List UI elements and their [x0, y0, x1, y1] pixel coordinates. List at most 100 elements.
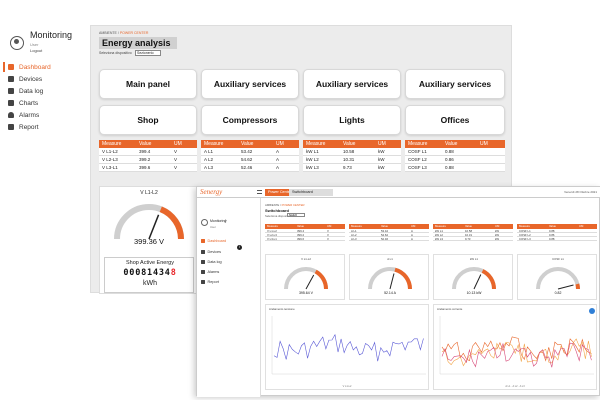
- header-value: Value: [241, 141, 254, 147]
- header-value: Value: [139, 141, 152, 147]
- cell-value: 54.62: [241, 157, 253, 162]
- cell-um: kW: [495, 232, 500, 237]
- action-button[interactable]: [589, 308, 595, 314]
- logout-link[interactable]: Logout: [30, 48, 43, 53]
- sidebar-item-alarms[interactable]: Alarms: [8, 110, 39, 120]
- breadcrumb-home[interactable]: AMBIENTE: [99, 31, 117, 35]
- cell-measure: A L1: [204, 149, 214, 154]
- date-label: Venerdì 28 Ottobre 2021: [564, 190, 597, 194]
- sidebar-item-label: Data log: [207, 260, 222, 264]
- cell-value: 53.42: [381, 228, 388, 233]
- gauge-card: V L1-L2 395.64 V: [265, 254, 345, 300]
- tile-auxiliary-services[interactable]: Auxiliary services: [405, 69, 505, 99]
- tile-auxiliary-services[interactable]: Auxiliary services: [303, 69, 401, 99]
- page-title: Energy analysis: [99, 37, 177, 49]
- tile-offices[interactable]: Offices: [405, 105, 505, 135]
- table-row: kW L1 10.58 kW: [303, 148, 401, 156]
- gauge-value: 52.14 A: [384, 291, 396, 295]
- app-title: Monitoring: [210, 219, 227, 223]
- header-um: UM: [480, 141, 488, 147]
- header-value: Value: [549, 224, 556, 229]
- measure-table-current: Measure Value UM A L1 53.42 A A L2 54.62 A A L…: [349, 224, 429, 241]
- cell-measure: kW L1: [306, 149, 319, 154]
- tile-compressors[interactable]: Compressors: [201, 105, 299, 135]
- table-header: Measure Value UM: [303, 140, 401, 148]
- cell-value: 399.6: [139, 165, 151, 170]
- cell-measure: COSF L1: [519, 228, 531, 233]
- table-header: Measure Value UM: [405, 140, 505, 148]
- cell-value: 53.42: [241, 149, 253, 154]
- gauge-label: COSF L1: [552, 257, 564, 261]
- sidebar-item-report[interactable]: Report: [8, 122, 39, 132]
- cell-um: A: [276, 149, 280, 154]
- cell-um: kW: [495, 236, 500, 241]
- device-select[interactable]: Sezionerio: [135, 49, 161, 56]
- gauge-dial: [452, 267, 496, 290]
- series-line: [441, 342, 592, 368]
- sidebar-item-data-log[interactable]: Data log: [8, 86, 43, 96]
- sidebar-item-devices[interactable]: Devices: [8, 74, 42, 84]
- table-row: A L1 53.42 A: [201, 148, 299, 156]
- current-trend-chart[interactable]: Andamento corrente A L1 · A L2 · A L3: [433, 304, 597, 390]
- table-row: V L1-L2 399.4 V: [99, 148, 197, 156]
- gauge-fill: [314, 269, 328, 290]
- gauge-label: V L1-L2: [301, 257, 311, 261]
- cell-value: 399.4: [297, 228, 304, 233]
- cell-measure: COSF L2: [408, 157, 427, 162]
- cell-value: 0.88: [445, 165, 454, 170]
- header-um: UM: [174, 141, 182, 147]
- breadcrumb-home[interactable]: AMBIENTE: [265, 203, 280, 207]
- gauge-dial: [536, 267, 580, 290]
- header-measure: Measure: [102, 141, 122, 147]
- tile-shop[interactable]: Shop: [99, 105, 197, 135]
- sidebar-item-dashboard[interactable]: Dashboard: [8, 62, 51, 72]
- user-avatar-icon[interactable]: [201, 219, 208, 226]
- energy-label: Shop Active Energy: [125, 260, 174, 266]
- table-row: COSF L2 0.86: [405, 156, 505, 164]
- cell-um: A: [411, 228, 413, 233]
- cell-um: kW: [378, 149, 385, 154]
- tile-lights[interactable]: Lights: [303, 105, 401, 135]
- sidebar-item-report[interactable]: Report: [201, 280, 219, 284]
- info-icon[interactable]: i: [237, 245, 242, 250]
- bell-icon: [8, 112, 14, 118]
- cell-measure: V L1-L2: [102, 149, 118, 154]
- gauge-fill: [481, 269, 496, 290]
- sidebar-item-label: Devices: [19, 75, 43, 83]
- table-row: A L2 54.62 A: [349, 233, 429, 237]
- data-log-icon: [201, 260, 205, 264]
- devices-icon: [8, 76, 14, 82]
- header-um: UM: [276, 141, 284, 147]
- logo: Senergy: [200, 188, 223, 196]
- tab-switchboard[interactable]: Switchboard: [289, 188, 333, 196]
- table-row: COSF L3 0.88: [405, 164, 505, 172]
- chart-title: Andamento tensione: [269, 307, 295, 311]
- tile-auxiliary-services[interactable]: Auxiliary services: [201, 69, 299, 99]
- cell-measure: kW L2: [306, 157, 319, 162]
- sidebar-item-devices[interactable]: Devices: [201, 250, 221, 254]
- sidebar-item-data-log[interactable]: Data log: [201, 260, 222, 264]
- header-value: Value: [381, 224, 388, 229]
- voltage-trend-chart[interactable]: Andamento tensione V L1-L2: [265, 304, 429, 390]
- device-select[interactable]: Switch: [287, 213, 305, 217]
- user-avatar-icon[interactable]: [10, 36, 24, 50]
- chevron-right-icon[interactable]: ›: [225, 218, 227, 224]
- tab-power-center[interactable]: Power Center: [265, 188, 295, 196]
- sidebar-item-dashboard[interactable]: Dashboard: [201, 239, 226, 243]
- tile-main-panel[interactable]: Main panel: [99, 69, 197, 99]
- cell-measure: COSF L3: [519, 236, 531, 241]
- active-nav-indicator: [3, 62, 5, 72]
- energy-counter-main: 00081434: [123, 268, 171, 278]
- menu-icon[interactable]: [257, 190, 262, 194]
- gauge-dial: [368, 267, 412, 290]
- sidebar-item-alarms[interactable]: Alarms: [201, 270, 219, 274]
- sidebar-item-label: Dashboard: [207, 239, 227, 243]
- table-row: kW L1 10.58 kW: [433, 229, 513, 233]
- app-title: Monitoring: [30, 30, 73, 40]
- sidebar-item-charts[interactable]: Charts: [8, 98, 38, 108]
- sidebar: Monitoring User Logout Dashboard Devices…: [0, 0, 88, 300]
- measure-table-power: Measure Value UM kW L1 10.58 kW kW L2 10.31 kW…: [303, 140, 401, 172]
- sidebar-item-label: Devices: [207, 250, 222, 254]
- table-row: kW L3 9.73 kW: [303, 164, 401, 172]
